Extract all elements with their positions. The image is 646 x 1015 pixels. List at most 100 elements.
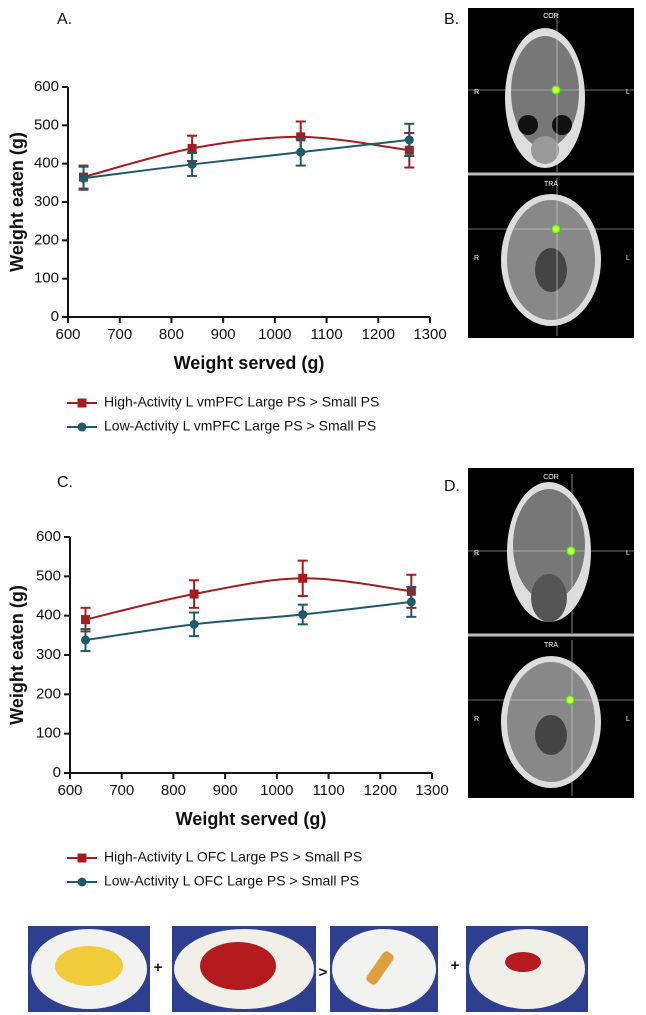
side-label: L bbox=[626, 716, 630, 723]
legend-label: High-Activity L OFC Large PS > Small PS bbox=[104, 849, 362, 865]
marker bbox=[187, 143, 197, 153]
side-label: R bbox=[474, 89, 479, 96]
y-tick-label: 100 bbox=[34, 270, 59, 287]
series-line bbox=[85, 577, 412, 621]
x-tick-label: 1000 bbox=[260, 782, 293, 799]
brain-panel: COR R L TRA R L bbox=[468, 8, 634, 338]
chart: A. 0 100 200 300 400 500 600 600 700 800 900 1000 110… bbox=[7, 11, 447, 433]
x-tick-label: 1100 bbox=[310, 326, 342, 343]
side-label: R bbox=[474, 716, 479, 723]
marker bbox=[81, 635, 91, 645]
orbit bbox=[518, 115, 538, 135]
ventricle bbox=[535, 248, 567, 292]
panel-label: A. bbox=[57, 11, 72, 28]
marker bbox=[298, 609, 308, 619]
side-label: R bbox=[474, 255, 479, 262]
y-tick-label: 400 bbox=[36, 607, 61, 624]
legend-marker bbox=[77, 422, 87, 432]
y-tick-label: 0 bbox=[51, 308, 59, 325]
marker bbox=[189, 589, 199, 599]
x-tick-label: 700 bbox=[109, 782, 134, 799]
marker bbox=[296, 147, 306, 157]
side-label: L bbox=[626, 255, 630, 262]
marker bbox=[187, 159, 197, 169]
x-tick-label: 1300 bbox=[415, 782, 448, 799]
marker bbox=[296, 132, 306, 142]
strawberries bbox=[505, 952, 541, 972]
x-tick-label: 900 bbox=[211, 326, 236, 343]
y-tick-label: 600 bbox=[34, 78, 59, 95]
y-tick-label: 500 bbox=[36, 567, 61, 584]
legend-label: High-Activity L vmPFC Large PS > Small P… bbox=[104, 394, 379, 410]
cerebellum bbox=[531, 574, 567, 622]
operator: + bbox=[154, 959, 163, 976]
x-tick-label: 700 bbox=[107, 326, 132, 343]
activation bbox=[565, 695, 575, 705]
activation bbox=[551, 85, 561, 95]
panel-label: B. bbox=[444, 11, 459, 28]
chart: C. 0 100 200 300 400 500 600 600 700 800 900 1000 110… bbox=[7, 474, 449, 888]
view-title: COR bbox=[543, 474, 559, 481]
view-title: TRA bbox=[544, 181, 558, 188]
y-tick-label: 300 bbox=[36, 646, 61, 663]
y-tick-label: 300 bbox=[34, 193, 59, 210]
brain bbox=[513, 489, 585, 601]
x-tick-label: 900 bbox=[213, 782, 238, 799]
legend-marker bbox=[77, 398, 87, 408]
side-label: R bbox=[474, 550, 479, 557]
marker bbox=[406, 597, 416, 607]
x-tick-label: 1200 bbox=[362, 326, 395, 343]
ventricle bbox=[535, 715, 567, 755]
pasta bbox=[55, 946, 123, 986]
orbit bbox=[552, 115, 572, 135]
operator: + bbox=[451, 957, 460, 974]
sinus bbox=[531, 136, 559, 164]
marker bbox=[404, 135, 414, 145]
marker bbox=[81, 615, 91, 625]
y-tick-label: 200 bbox=[34, 231, 59, 248]
x-tick-label: 600 bbox=[57, 782, 82, 799]
view-title: TRA bbox=[544, 642, 558, 649]
legend-label: Low-Activity L OFC Large PS > Small PS bbox=[104, 873, 359, 889]
panel-label: C. bbox=[57, 474, 73, 491]
y-tick-label: 600 bbox=[36, 528, 61, 545]
marker bbox=[79, 173, 89, 183]
pasta bbox=[366, 951, 394, 985]
y-axis-title: Weight eaten (g) bbox=[7, 585, 27, 725]
brain-panel: COR R L TRA R L bbox=[468, 468, 634, 798]
y-tick-label: 400 bbox=[34, 155, 59, 172]
x-tick-label: 800 bbox=[159, 326, 184, 343]
marker bbox=[298, 573, 308, 583]
view-title: COR bbox=[543, 13, 559, 20]
y-tick-label: 0 bbox=[53, 764, 61, 781]
side-label: L bbox=[626, 550, 630, 557]
x-tick-label: 1300 bbox=[413, 326, 446, 343]
x-tick-label: 600 bbox=[55, 326, 80, 343]
legend-marker bbox=[77, 853, 87, 863]
marker bbox=[189, 619, 199, 629]
series-line bbox=[83, 135, 410, 179]
x-tick-label: 800 bbox=[161, 782, 186, 799]
legend-label: Low-Activity L vmPFC Large PS > Small PS bbox=[104, 418, 376, 434]
y-axis-title: Weight eaten (g) bbox=[7, 132, 27, 272]
strawberries bbox=[200, 942, 276, 990]
y-tick-label: 500 bbox=[34, 116, 59, 133]
panel-label: D. bbox=[444, 478, 460, 495]
activation bbox=[551, 224, 561, 234]
series-line bbox=[85, 600, 412, 642]
x-axis-title: Weight served (g) bbox=[174, 353, 325, 373]
y-tick-label: 100 bbox=[36, 725, 61, 742]
x-tick-label: 1000 bbox=[258, 326, 291, 343]
x-axis-title: Weight served (g) bbox=[176, 809, 327, 829]
x-tick-label: 1200 bbox=[364, 782, 397, 799]
operator: > bbox=[319, 964, 328, 981]
series-line bbox=[83, 138, 410, 180]
food-photos: + > + bbox=[28, 926, 588, 1012]
x-tick-label: 1100 bbox=[312, 782, 344, 799]
legend-marker bbox=[77, 877, 87, 887]
y-tick-label: 200 bbox=[36, 685, 61, 702]
activation bbox=[566, 546, 576, 556]
side-label: L bbox=[626, 89, 630, 96]
